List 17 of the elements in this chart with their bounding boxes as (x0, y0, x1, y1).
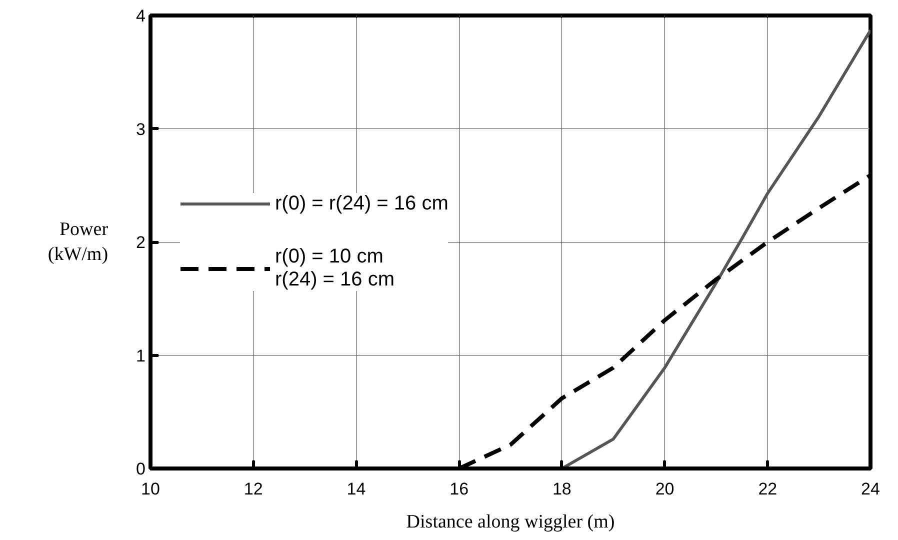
x-tick-label: 22 (758, 480, 778, 498)
y-tick-label: 0 (136, 460, 146, 478)
x-tick-label: 20 (655, 480, 674, 498)
y-tick-label: 4 (136, 6, 146, 26)
y-tick-label: 2 (136, 233, 146, 252)
x-tick-label: 18 (552, 480, 572, 498)
x-tick-label: 16 (450, 480, 469, 498)
y-tick-label: 1 (136, 346, 146, 366)
x-tick-label: 12 (244, 480, 263, 498)
x-axis-title: Distance along wiggler (m) (406, 512, 615, 532)
y-axis-title: Power (kW/m) (48, 218, 109, 266)
legend-label: r(0) = r(24) = 16 cm (275, 192, 448, 215)
x-tick-label: 24 (861, 480, 880, 498)
legend-label: r(0) = 10 cm r(24) = 16 cm (275, 245, 394, 291)
y-tick-label: 3 (136, 120, 146, 139)
x-tick-label: 10 (141, 480, 160, 498)
x-tick-label: 14 (346, 480, 366, 498)
